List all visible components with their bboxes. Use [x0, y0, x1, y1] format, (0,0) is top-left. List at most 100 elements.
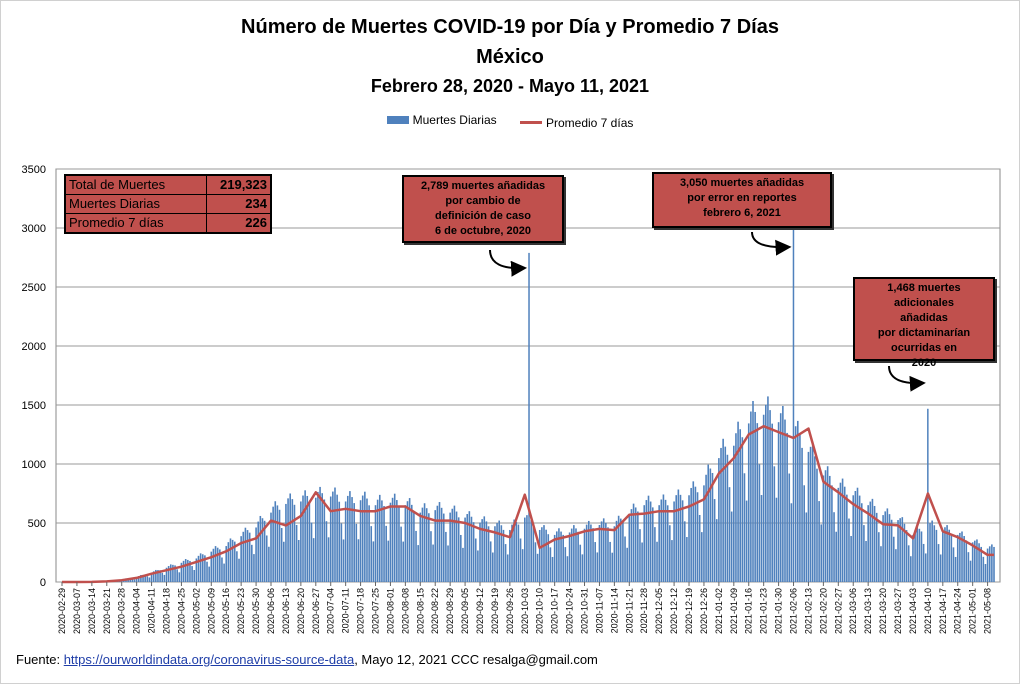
daily-death-bar: [479, 522, 481, 582]
legend-item-bars: Muertes Diarias: [386, 113, 497, 127]
daily-death-bar: [184, 559, 187, 582]
daily-death-bar: [645, 500, 648, 582]
daily-death-bar: [389, 502, 392, 582]
daily-death-bar: [300, 501, 302, 582]
daily-death-bar: [969, 560, 972, 582]
daily-death-bar: [466, 514, 469, 582]
daily-death-bar: [253, 554, 255, 582]
daily-death-bar: [577, 531, 579, 582]
x-tick-label: 2021-03-20: [878, 588, 888, 634]
source-link[interactable]: https://ourworldindata.org/coronavirus-s…: [63, 652, 355, 667]
stats-row-average: Promedio 7 días 226: [66, 214, 270, 232]
daily-death-bar: [843, 486, 846, 582]
daily-death-bar: [436, 505, 439, 582]
daily-death-bar: [961, 531, 963, 582]
daily-death-bar: [470, 516, 473, 582]
footer-rest: , Mayo 12, 2021 CCC resalga@gmail.com: [354, 652, 598, 667]
daily-death-bar: [728, 487, 731, 582]
daily-death-bar: [886, 508, 889, 582]
daily-death-bar: [922, 543, 925, 582]
daily-death-bar: [865, 541, 867, 582]
daily-death-bar: [208, 566, 210, 582]
daily-death-bar: [811, 443, 814, 582]
y-tick-label: 500: [28, 518, 46, 530]
daily-death-bar: [585, 524, 588, 582]
daily-death-bar: [607, 527, 609, 582]
daily-death-bar: [675, 495, 678, 582]
daily-death-bar: [948, 529, 951, 582]
stats-value: 226: [245, 215, 267, 230]
daily-death-bar: [750, 411, 752, 582]
daily-death-bar: [555, 531, 558, 582]
daily-death-bar: [338, 501, 341, 582]
daily-death-bar: [792, 222, 795, 582]
daily-death-bar: [355, 523, 358, 582]
daily-death-bar: [771, 423, 773, 582]
daily-death-bar: [530, 520, 532, 582]
daily-death-bar: [882, 515, 884, 582]
daily-death-bar: [543, 525, 545, 582]
daily-death-bar: [325, 521, 328, 582]
daily-death-bar: [978, 543, 980, 582]
daily-death-bar: [148, 577, 151, 582]
x-tick-label: 2021-02-13: [803, 588, 813, 634]
daily-death-bar: [191, 566, 193, 582]
daily-death-bar: [784, 419, 786, 582]
daily-death-bar: [545, 529, 547, 582]
daily-death-bar: [809, 446, 812, 582]
daily-death-bar: [901, 517, 904, 582]
daily-death-bar: [236, 551, 238, 582]
daily-death-bar: [733, 445, 735, 582]
daily-death-bar: [221, 557, 223, 582]
x-tick-label: 2020-05-16: [221, 588, 231, 634]
daily-death-bar: [752, 400, 754, 582]
x-tick-label: 2020-09-19: [490, 588, 500, 634]
daily-death-bar: [707, 464, 710, 582]
daily-death-bar: [268, 546, 270, 582]
daily-death-bar: [251, 544, 253, 582]
daily-death-bar: [624, 536, 626, 582]
daily-death-bar: [677, 489, 680, 582]
annotation-february-2021: 3,050 muertes añadidas por error en repo…: [652, 172, 832, 228]
daily-death-bar: [229, 538, 232, 582]
daily-death-bar: [541, 527, 543, 582]
daily-death-bar: [310, 522, 313, 582]
daily-death-bar: [440, 507, 443, 582]
daily-death-bar: [434, 510, 437, 582]
daily-death-bar: [295, 524, 298, 582]
daily-death-bar: [967, 552, 970, 582]
daily-death-bar: [837, 487, 840, 582]
legend-label-line: Promedio 7 días: [545, 115, 634, 130]
x-tick-label: 2020-10-03: [520, 588, 530, 634]
daily-death-bar: [822, 475, 825, 582]
daily-death-bar: [730, 511, 733, 582]
daily-death-bar: [359, 500, 362, 582]
legend-label-bars: Muertes Diarias: [412, 113, 497, 127]
daily-death-bar: [351, 497, 353, 582]
daily-death-bar: [579, 544, 582, 582]
annotation-arrow: [489, 249, 528, 277]
daily-death-bar: [656, 541, 658, 582]
daily-death-bar: [199, 553, 202, 582]
daily-death-bar: [835, 531, 837, 582]
daily-death-bar: [278, 509, 281, 582]
stats-label: Promedio 7 días: [66, 214, 207, 232]
daily-death-bar: [803, 485, 805, 582]
daily-death-bar: [193, 569, 196, 582]
x-tick-label: 2020-02-29: [57, 588, 67, 634]
daily-death-bar: [524, 517, 526, 582]
daily-death-bar: [477, 550, 479, 582]
daily-death-bar: [521, 549, 524, 582]
daily-death-bar: [739, 429, 742, 582]
daily-death-bar: [327, 537, 330, 582]
daily-death-bar: [756, 423, 759, 582]
x-tick-label: 2020-12-26: [699, 588, 709, 634]
daily-death-bar: [489, 541, 492, 582]
daily-death-bar: [583, 528, 586, 582]
x-tick-label: 2020-06-20: [296, 588, 306, 634]
daily-death-bar: [255, 527, 257, 582]
x-tick-label: 2021-01-30: [774, 588, 784, 634]
daily-death-bar: [532, 526, 535, 582]
daily-death-bar: [172, 564, 174, 582]
